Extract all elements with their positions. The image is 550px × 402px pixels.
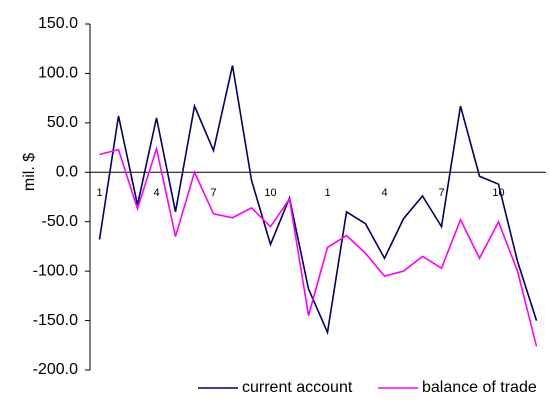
legend-label: current account xyxy=(242,379,353,396)
y-tick-label: -200.0 xyxy=(33,361,78,378)
y-tick-label: -50.0 xyxy=(42,213,79,230)
x-tick-label: 10 xyxy=(492,187,504,199)
y-tick-label: -150.0 xyxy=(33,312,78,329)
series-line xyxy=(99,145,538,347)
y-axis-label: mil. $ xyxy=(21,153,38,191)
x-tick-label: 10 xyxy=(264,187,276,199)
series-line xyxy=(98,65,538,336)
x-tick-label: 1 xyxy=(96,187,102,199)
x-tick-label: 4 xyxy=(153,187,159,199)
y-tick-label: 50.0 xyxy=(47,114,78,131)
x-tick-label: 1 xyxy=(324,187,330,199)
x-tick-label: 4 xyxy=(381,187,387,199)
y-tick-label: 0.0 xyxy=(56,164,78,181)
y-tick-label: 150.0 xyxy=(38,15,78,32)
y-tick-label: -100.0 xyxy=(33,262,78,279)
y-tick-label: 100.0 xyxy=(38,65,78,82)
legend-label: balance of trade xyxy=(422,379,537,396)
x-tick-label: 7 xyxy=(210,187,216,199)
x-tick-label: 7 xyxy=(438,187,444,199)
